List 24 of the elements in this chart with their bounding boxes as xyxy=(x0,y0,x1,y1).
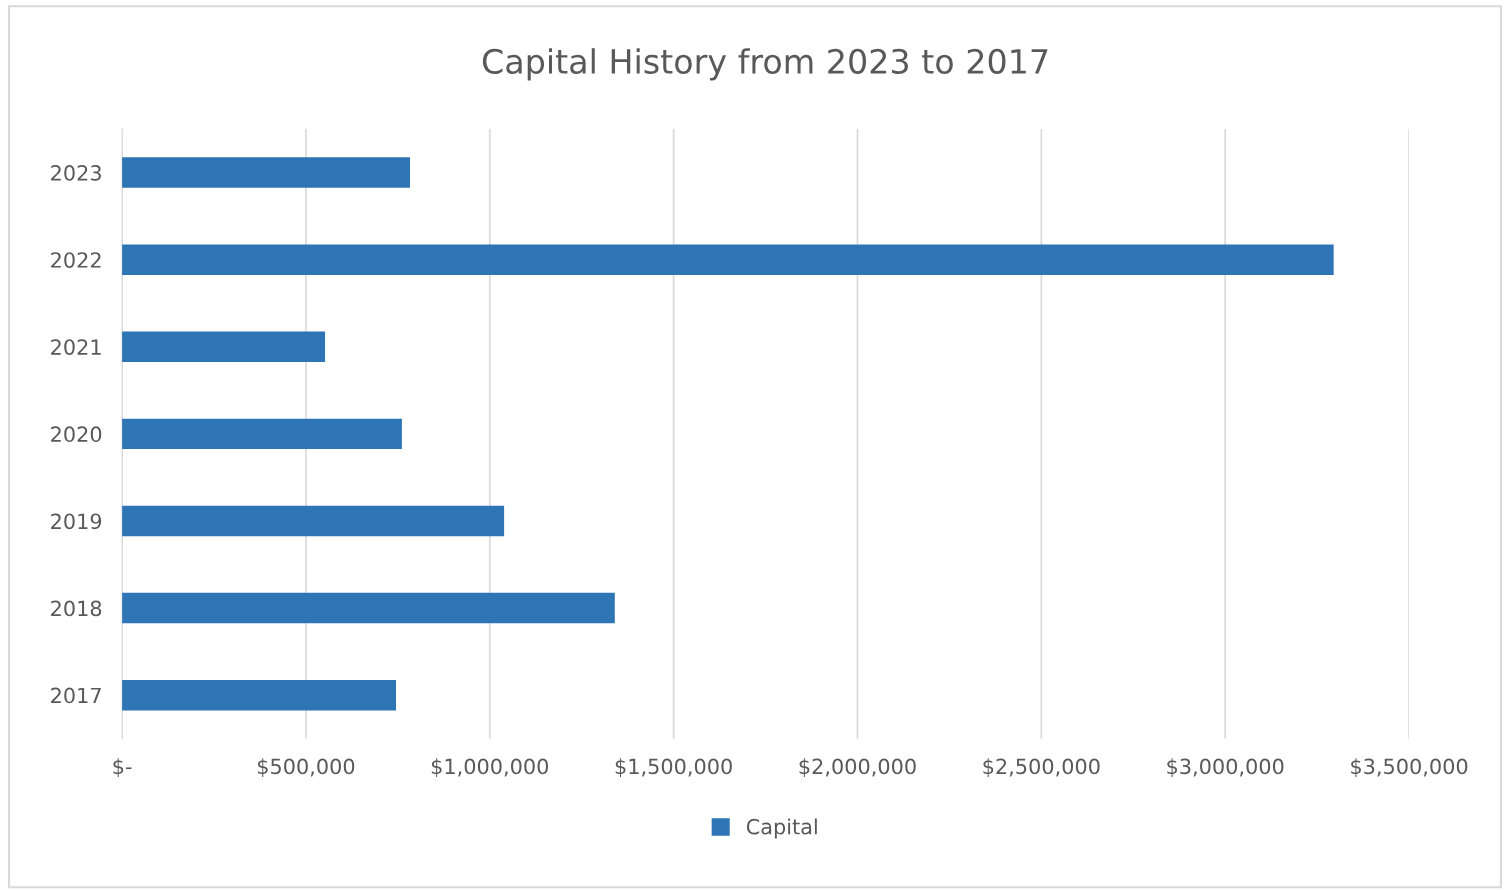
bar xyxy=(122,331,326,363)
x-tick-label: $2,000,000 xyxy=(799,758,916,778)
y-tick-label: 2021 xyxy=(51,339,101,355)
x-tick-label: $500,000 xyxy=(257,758,355,778)
bar xyxy=(122,679,397,711)
bar xyxy=(122,244,1334,275)
x-tick-label: $1,500,000 xyxy=(615,758,732,778)
y-tick-label: 2019 xyxy=(51,513,102,530)
y-tick-label: 2018 xyxy=(51,600,102,617)
y-tick-label: 2017 xyxy=(51,687,101,704)
bar xyxy=(122,592,615,624)
x-tick-label: $3,500,000 xyxy=(1351,758,1468,778)
bar xyxy=(122,418,402,450)
x-tick-label: $1,000,000 xyxy=(431,758,549,778)
y-tick-label: 2023 xyxy=(51,165,101,181)
x-tick-label: $- xyxy=(113,758,132,778)
x-tick-label: $2,500,000 xyxy=(983,758,1100,778)
chart-title: Capital History from 2023 to 2017 xyxy=(482,48,1048,81)
legend-label: Capital xyxy=(746,818,817,839)
y-tick-label: 2022 xyxy=(51,252,101,268)
bar xyxy=(122,157,410,188)
x-tick-label: $3,000,000 xyxy=(1167,758,1284,778)
bar xyxy=(122,505,505,537)
y-tick-label: 2020 xyxy=(51,426,102,443)
